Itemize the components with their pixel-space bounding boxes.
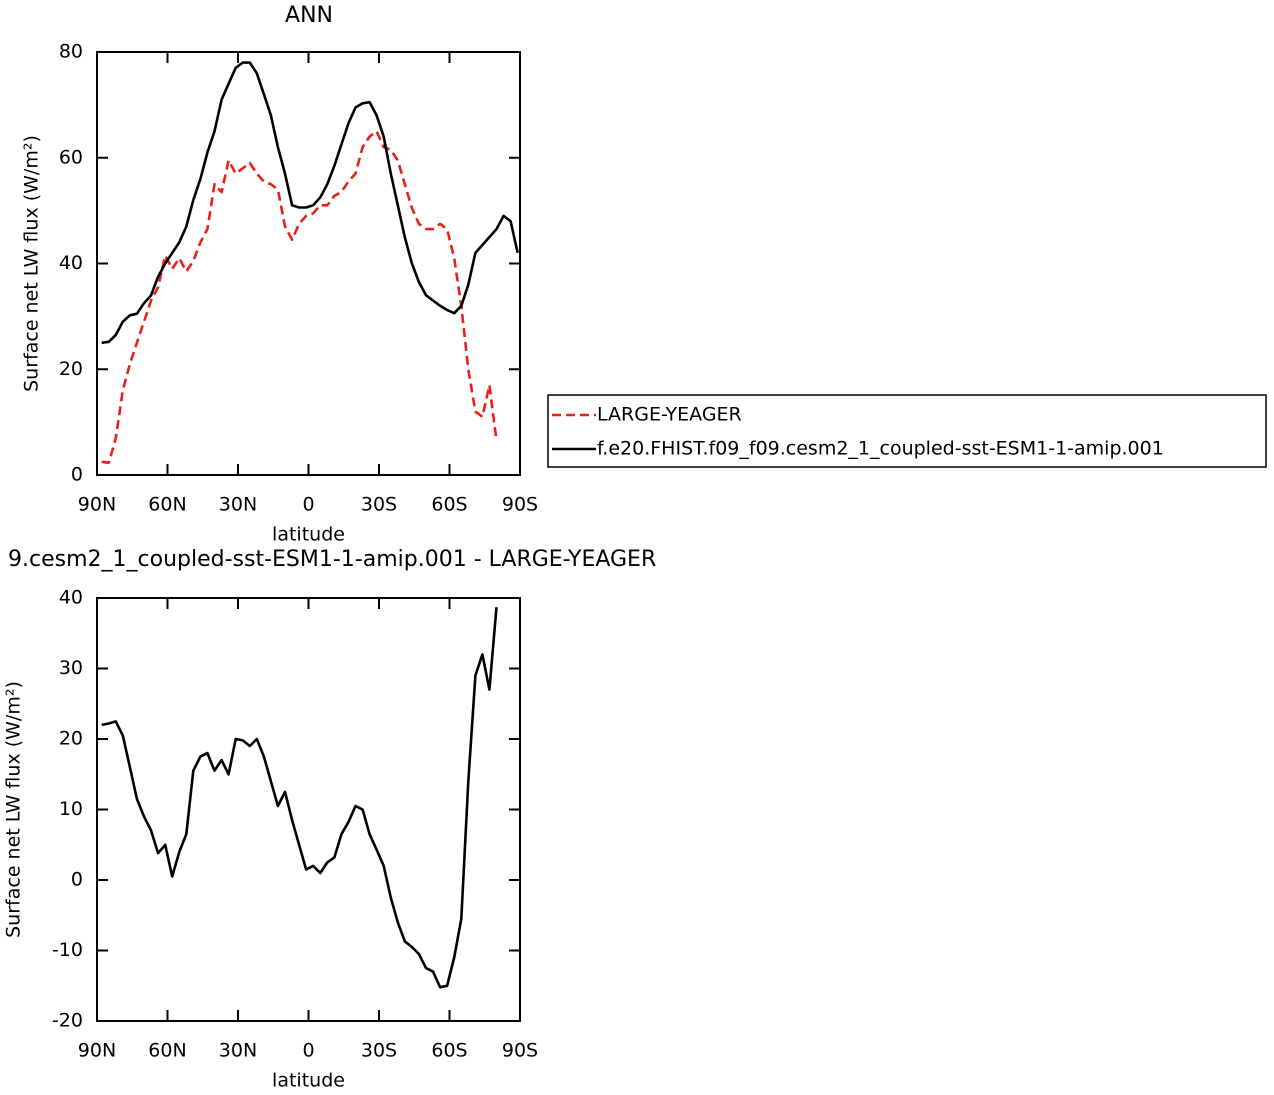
y-tick-label: 10: [59, 798, 83, 820]
y-tick-label: 20: [59, 358, 83, 380]
plot-frame: [96, 597, 521, 1022]
y-tick-label: 0: [71, 869, 83, 891]
y-axis-label: Surface net LW flux (W/m²): [21, 135, 43, 392]
x-tick-label: 90S: [502, 1040, 538, 1062]
chart-title: ANN: [285, 3, 333, 28]
y-tick-label: 40: [59, 587, 83, 609]
x-tick-label: 0: [302, 1040, 314, 1062]
x-tick-label: 60N: [148, 494, 186, 516]
x-tick-label: 30N: [219, 1040, 257, 1062]
x-axis-label: latitude: [272, 524, 345, 546]
data-line: [101, 130, 498, 465]
x-tick-label: 60N: [148, 1040, 186, 1062]
x-tick-label: 30S: [361, 1040, 397, 1062]
legend-box: [547, 394, 1267, 468]
y-tick-label: 40: [59, 252, 83, 274]
y-tick-label: 0: [71, 464, 83, 486]
y-tick-label: 30: [59, 657, 83, 679]
y-tick-label: -20: [52, 1010, 83, 1032]
y-tick-label: -10: [52, 939, 83, 961]
x-tick-label: 30S: [361, 494, 397, 516]
y-tick-label: 60: [59, 146, 83, 168]
data-line: [101, 607, 498, 989]
x-tick-label: 90N: [78, 494, 116, 516]
plot-frame: [96, 51, 521, 476]
x-tick-label: 30N: [219, 494, 257, 516]
x-tick-label: 60S: [431, 1040, 467, 1062]
legend-label: LARGE-YEAGER: [597, 404, 742, 426]
y-tick-label: 20: [59, 728, 83, 750]
x-tick-label: 90S: [502, 494, 538, 516]
x-axis-label: latitude: [272, 1070, 345, 1092]
chart-title: 9.cesm2_1_coupled-sst-ESM1-1-amip.001 - …: [8, 547, 656, 572]
data-line: [101, 61, 519, 345]
x-tick-label: 60S: [431, 494, 467, 516]
y-tick-label: 80: [59, 41, 83, 63]
legend-label: f.e20.FHIST.f09_f09.cesm2_1_coupled-sst-…: [597, 438, 1164, 460]
x-tick-label: 90N: [78, 1040, 116, 1062]
y-axis-label: Surface net LW flux (W/m²): [3, 681, 25, 938]
x-tick-label: 0: [302, 494, 314, 516]
